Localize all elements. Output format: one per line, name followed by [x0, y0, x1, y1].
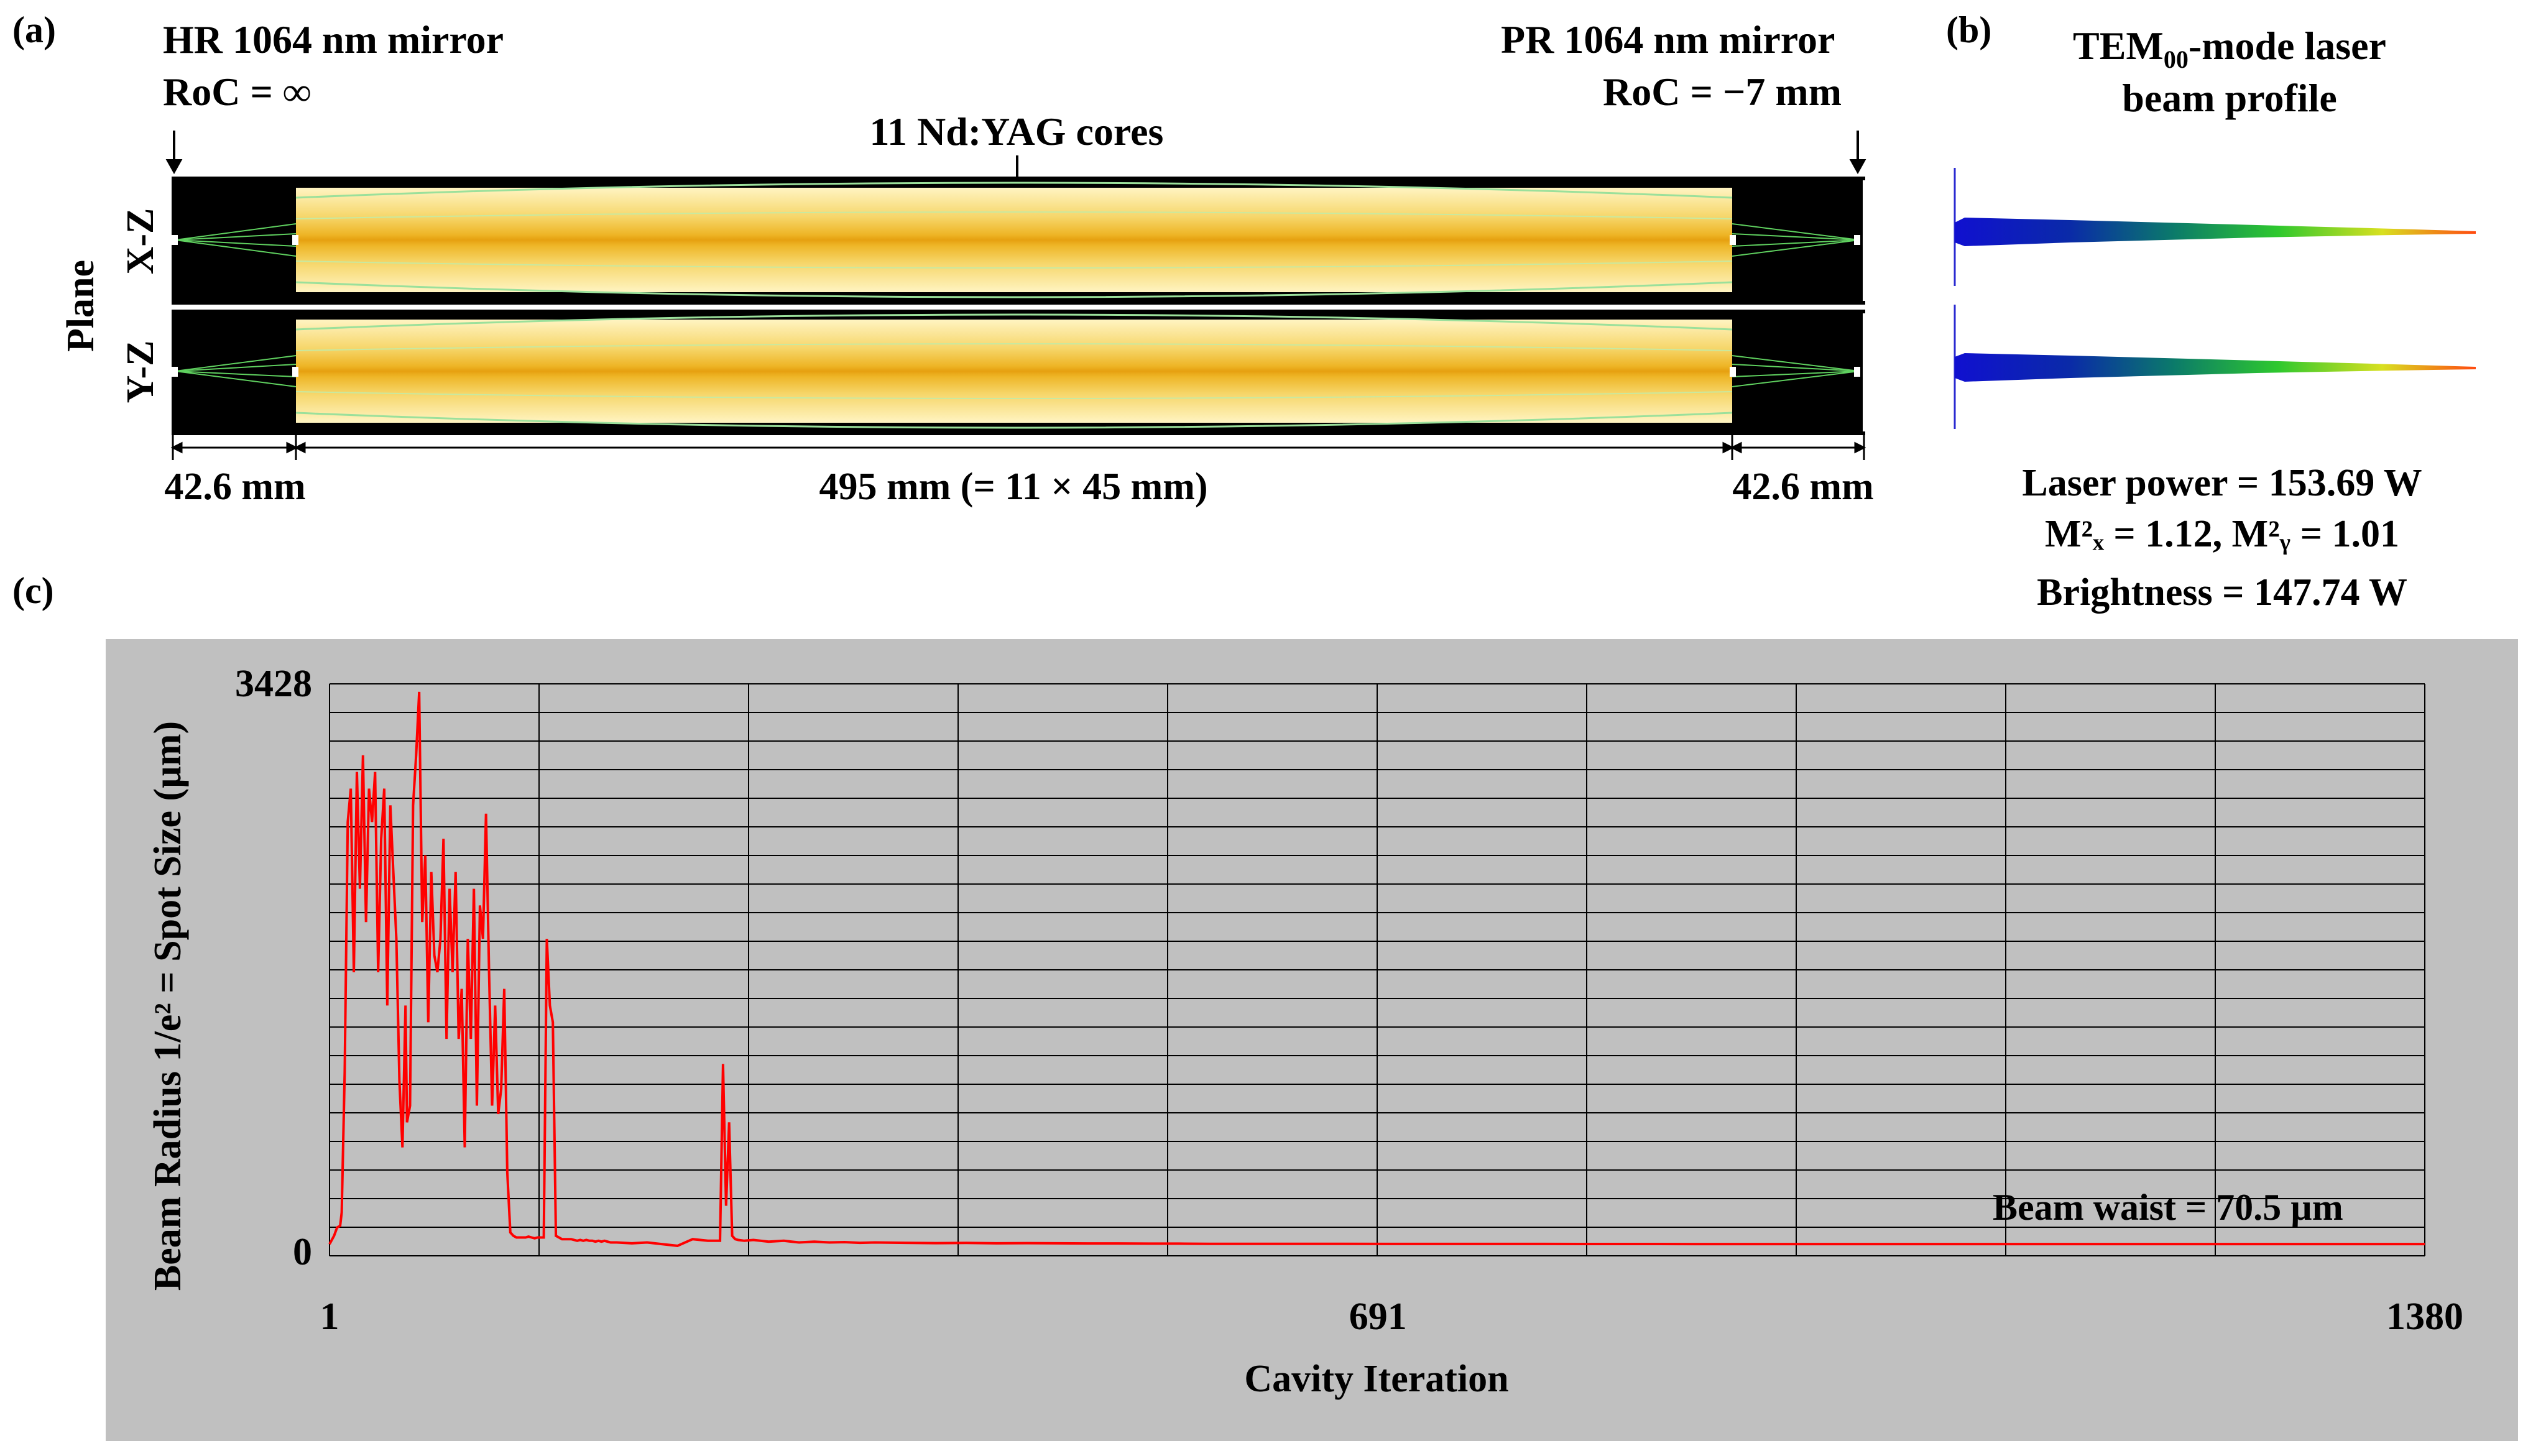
dim-left-label: 42.6 mm: [164, 466, 306, 508]
dim-right-label: 42.6 mm: [1732, 466, 1874, 508]
beam-profile-title-line2: beam profile: [2122, 76, 2337, 120]
y-profile-trace: [1954, 305, 2476, 429]
series-line: [328, 691, 2425, 1247]
yz-label: Y-Z: [119, 340, 162, 403]
yz-plane-view: [172, 310, 1865, 435]
chart-background: [106, 639, 2518, 1441]
xz-plane-view: [172, 177, 1865, 305]
x-tick-label: 1: [320, 1296, 339, 1338]
dimension-lines: [170, 435, 1866, 460]
x-tick-labels: 1 691 1380: [320, 1296, 2464, 1338]
y-tick-label: 0: [293, 1231, 312, 1273]
right-mirror-roc: RoC = −7 mm: [1603, 70, 1842, 114]
chart-grid: [329, 683, 2425, 1256]
cores-label: 11 Nd:YAG cores: [869, 109, 1164, 154]
y-tick-labels: 0 3428: [235, 663, 312, 1273]
x-tick-label: 1380: [2386, 1296, 2463, 1338]
left-mirror-name: HR 1064 nm mirror: [163, 17, 504, 62]
dim-center-label: 495 mm (= 11 × 45 mm): [819, 466, 1208, 508]
x-profile-trace: [1954, 168, 2476, 286]
right-mirror-name: PR 1064 nm mirror: [1501, 17, 1835, 62]
xz-label: X-Z: [119, 208, 162, 275]
m2-label: M²ₓ = 1.12, M²ᵧ = 1.01: [2044, 513, 2400, 555]
beam-waist-annotation: Beam waist = 70.5 µm: [1993, 1187, 2343, 1228]
laser-power-label: Laser power = 153.69 W: [2022, 462, 2422, 504]
right-mirror-arrow: [1849, 131, 1866, 175]
brightness-label: Brightness = 147.74 W: [2037, 571, 2407, 614]
plane-label: Plane: [60, 260, 102, 352]
x-axis-title: Cavity Iteration: [1244, 1358, 1508, 1400]
resonator-diagram: Plane X-Z Y-Z: [60, 131, 1866, 460]
panel-c-label: (c): [12, 570, 54, 611]
left-mirror-roc: RoC = ∞: [163, 70, 311, 114]
x-tick-label: 691: [1349, 1296, 1407, 1338]
beam-profile-plot: [1954, 168, 2476, 429]
y-axis-title: Beam Radius 1/e² = Spot Size (µm): [147, 721, 189, 1291]
left-mirror-arrow: [165, 131, 183, 175]
beam-radius-chart: 1 691 1380 0 3428 Cavity Iteration Beam Rad…: [106, 639, 2518, 1441]
panel-b-label: (b): [1946, 9, 1992, 50]
y-tick-label: 3428: [235, 663, 312, 705]
panel-a-label: (a): [12, 9, 56, 50]
beam-profile-title: TEM00-mode laser: [2073, 24, 2386, 73]
